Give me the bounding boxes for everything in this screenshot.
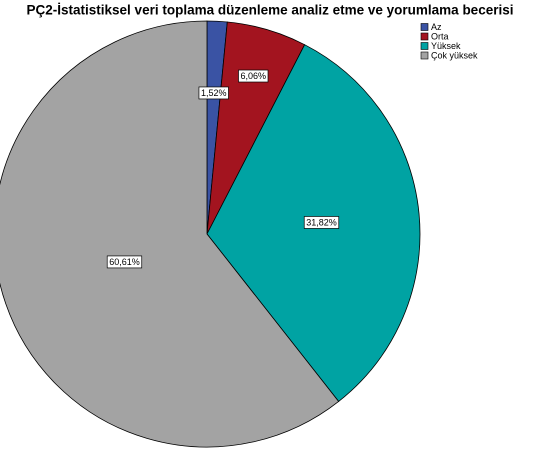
data-label: 1,52% [201, 88, 227, 98]
data-label-box [106, 255, 143, 269]
legend-swatch [420, 42, 429, 50]
legend-swatch [420, 23, 429, 31]
legend-label: Orta [431, 31, 449, 41]
legend-label: Az [431, 22, 442, 32]
legend-swatch [420, 32, 429, 41]
data-label: 31,82% [306, 217, 337, 227]
data-label: 60,61% [109, 257, 140, 267]
pie-slice [0, 20, 340, 448]
chart-title: PÇ2-İstatistiksel veri toplama düzenleme… [27, 3, 514, 18]
data-label-box [198, 86, 229, 100]
data-label: 6,06% [240, 71, 266, 81]
data-label-box [238, 69, 269, 83]
legend-label: Yüksek [431, 41, 461, 51]
data-label-box [303, 216, 340, 229]
legend-swatch [420, 51, 429, 60]
legend-label: Çok yüksek [431, 50, 478, 60]
